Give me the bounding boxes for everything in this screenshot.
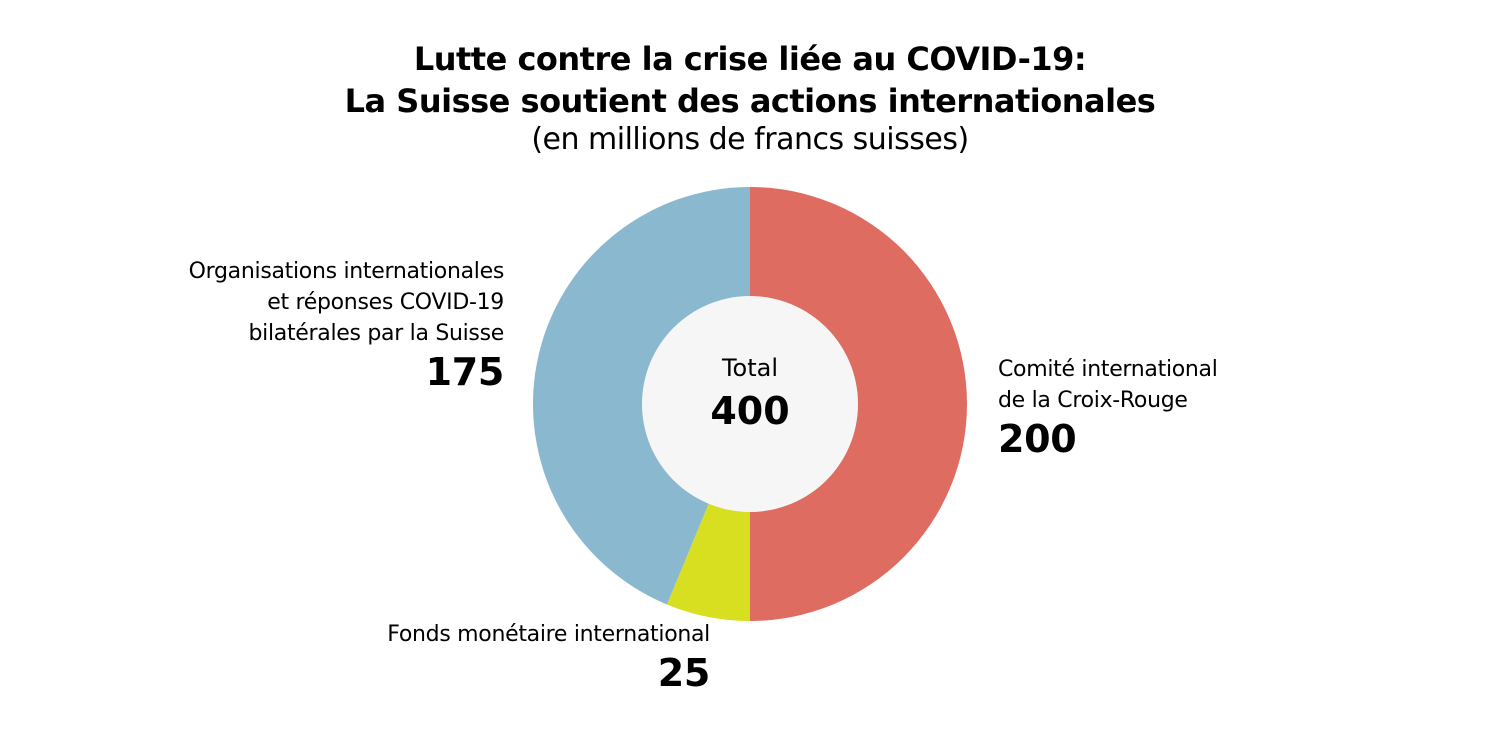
label-line: bilatérales par la Suisse	[248, 321, 504, 346]
label-line: Fonds monétaire international	[387, 622, 710, 647]
label-line: et réponses COVID-19	[267, 290, 504, 315]
label-intl-orgs: Organisations internationales et réponse…	[188, 256, 505, 395]
label-line: de la Croix-Rouge	[998, 388, 1188, 413]
value-label: 175	[425, 350, 505, 394]
label-line: Organisations internationales	[188, 259, 505, 284]
donut-slice	[750, 187, 967, 621]
donut-hole	[642, 296, 858, 512]
chart-subtitle: (en millions de francs suisses)	[531, 122, 969, 157]
label-icrc: Comité international de la Croix-Rouge 2…	[998, 354, 1218, 462]
chart-title: Lutte contre la crise liée au COVID-19:	[413, 40, 1087, 78]
label-line: Comité international	[998, 357, 1218, 382]
value-label: 25	[657, 651, 711, 695]
center-value: 400	[710, 389, 790, 433]
value-label: 200	[998, 417, 1077, 461]
donut-slice	[532, 187, 750, 605]
center-label: Total	[721, 354, 779, 382]
label-imf: Fonds monétaire international 25	[387, 619, 710, 696]
chart-title-line2: La Suisse soutient des actions internati…	[344, 82, 1156, 120]
